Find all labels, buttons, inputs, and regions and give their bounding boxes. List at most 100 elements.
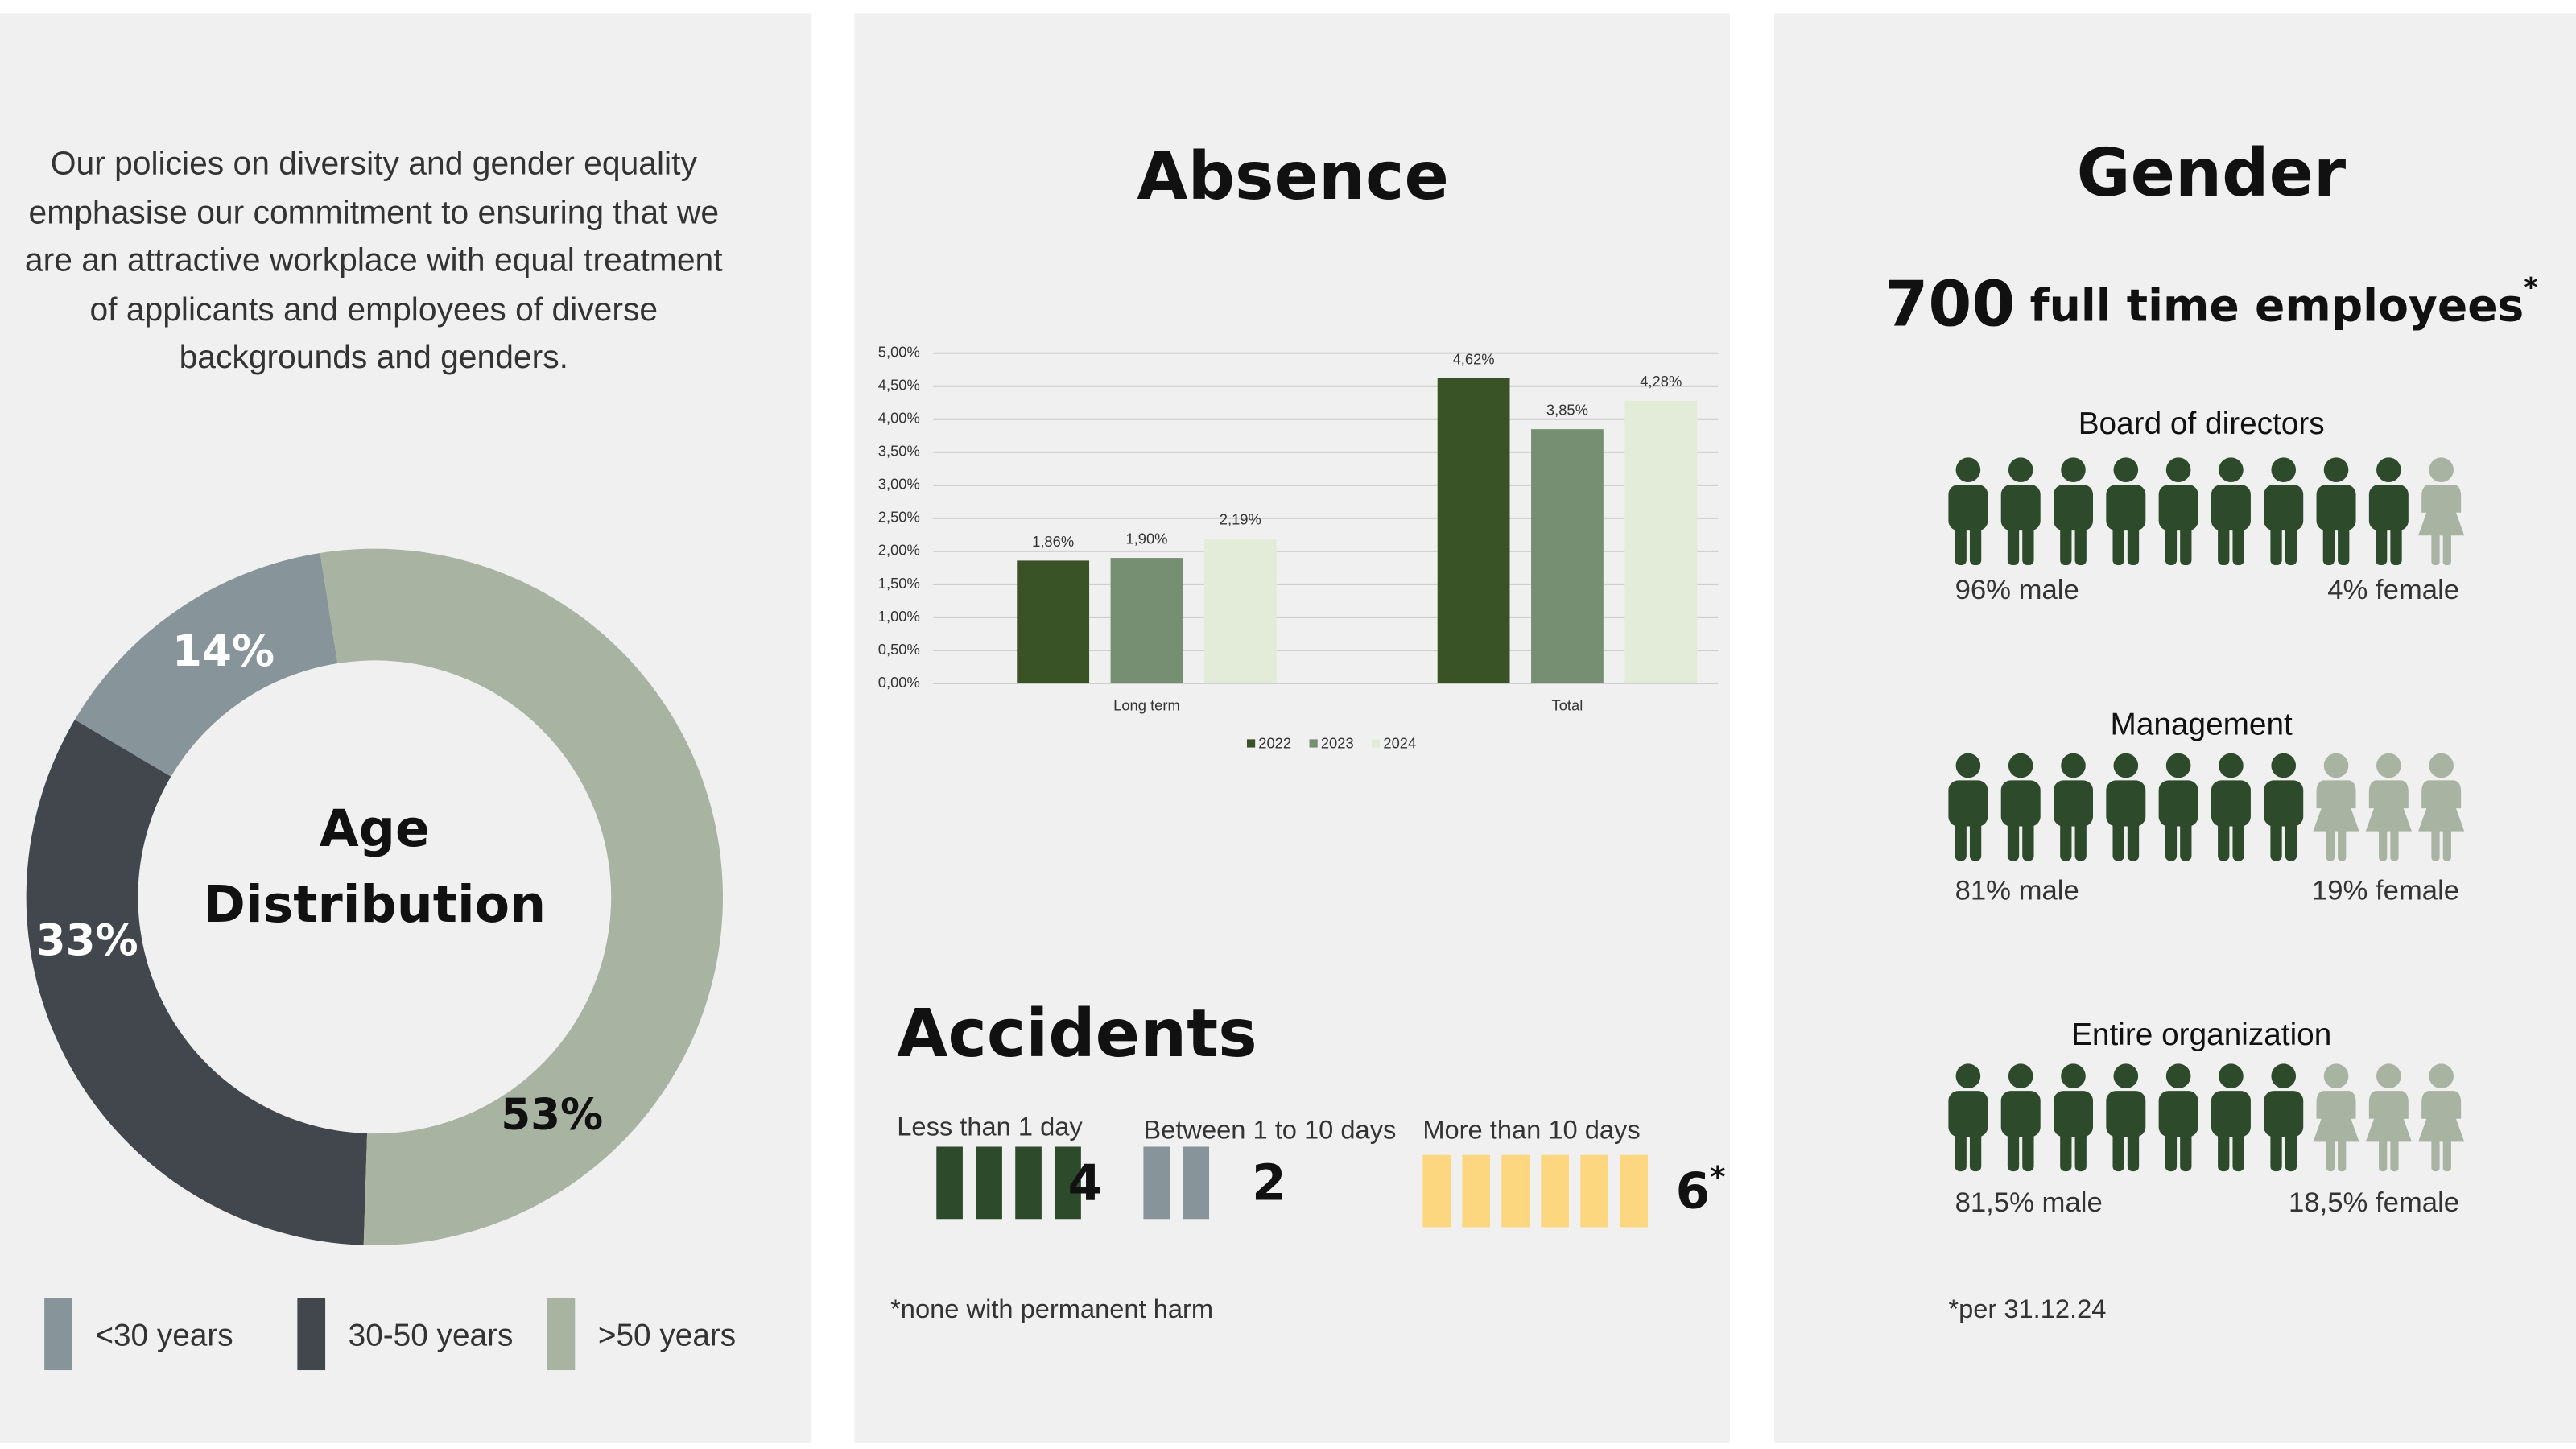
icon-head — [2376, 1063, 2401, 1089]
y-tick-label: 1,00% — [878, 608, 920, 625]
legend-swatch — [44, 1298, 72, 1371]
male-icon — [2368, 457, 2409, 566]
icon-body — [2368, 485, 2409, 531]
icon-head — [2271, 457, 2297, 482]
male-icon — [2211, 457, 2251, 566]
female-icon — [2313, 753, 2359, 861]
icon-leg — [2112, 518, 2124, 566]
icon-head — [1955, 457, 1981, 482]
legend-label: 30-50 years — [349, 1318, 514, 1352]
male-label: 96% male — [1955, 575, 2079, 605]
bar — [1437, 378, 1510, 683]
icon-body — [1948, 485, 1988, 531]
bar-value-label: 3,85% — [1546, 402, 1588, 419]
icon-head — [2429, 457, 2454, 482]
icon-leg — [2165, 815, 2178, 861]
male-icon — [2264, 1063, 2304, 1172]
donut-title: Age Distribution — [203, 799, 547, 935]
accident-bar — [1015, 1146, 1042, 1220]
icon-dress — [2365, 780, 2412, 832]
group-title: Board of directors — [2079, 407, 2325, 441]
accident-note: * — [1710, 1159, 1725, 1194]
icon-leg — [1969, 1125, 1982, 1172]
legend-label: 2023 — [1321, 734, 1354, 751]
legend-swatch — [297, 1298, 326, 1371]
male-icon — [2158, 1063, 2198, 1172]
accident-bar — [976, 1146, 1002, 1220]
male-icon — [2106, 457, 2146, 566]
gender-title: Gender — [2077, 135, 2347, 212]
icon-dress — [2418, 485, 2465, 536]
y-tick-label: 0,50% — [878, 641, 920, 658]
headline-label: full time employees — [2030, 280, 2524, 332]
icon-leg — [2390, 518, 2402, 566]
accident-bar — [1620, 1154, 1648, 1228]
x-tick-label: Total — [1552, 696, 1583, 713]
icon-head — [2219, 1063, 2244, 1089]
icon-head — [2271, 753, 2297, 778]
female-icon — [2313, 1063, 2359, 1172]
segment-label: 14% — [172, 626, 275, 676]
icon-body — [2316, 485, 2356, 531]
icon-leg — [2431, 1138, 2440, 1172]
icon-leg — [2218, 1125, 2230, 1172]
x-tick-label: Long term — [1113, 696, 1180, 713]
icon-leg — [2007, 518, 2020, 566]
male-icon — [2158, 457, 2198, 566]
icon-leg — [2074, 815, 2087, 861]
icon-leg — [2232, 815, 2244, 861]
chart-title: Absence — [1137, 138, 1448, 215]
icon-leg — [2232, 518, 2244, 566]
accident-count: 4 — [1068, 1154, 1103, 1212]
donut-segment — [26, 720, 368, 1245]
icon-leg — [1955, 518, 1967, 566]
male-icon — [2000, 457, 2041, 566]
icon-head — [2061, 1063, 2086, 1089]
accident-bar — [1183, 1146, 1210, 1220]
icon-leg — [1955, 815, 1967, 861]
male-icon — [2211, 1063, 2251, 1172]
icon-leg — [2180, 1125, 2192, 1172]
female-label: 18,5% female — [2289, 1187, 2459, 1218]
y-tick-label: 5,00% — [878, 344, 920, 361]
donut-title-box: Age Distribution — [203, 799, 547, 935]
icon-leg — [2270, 518, 2282, 566]
male-icon — [2054, 457, 2093, 566]
male-icon — [2106, 753, 2146, 861]
icon-dress — [2418, 1091, 2465, 1142]
icon-leg — [2127, 815, 2140, 861]
group-title: Entire organization — [2071, 1018, 2331, 1052]
bar — [1203, 539, 1277, 683]
segment-label: 53% — [501, 1089, 603, 1139]
legend-label: 2024 — [1383, 734, 1416, 751]
icon-leg — [2074, 1125, 2087, 1172]
male-icon — [2264, 457, 2304, 566]
male-icon — [2158, 753, 2198, 861]
icon-leg — [2431, 532, 2440, 566]
icon-leg — [2379, 1138, 2388, 1172]
y-tick-label: 3,50% — [878, 443, 920, 460]
icon-leg — [2218, 518, 2230, 566]
male-icon — [2000, 1063, 2041, 1172]
icon-leg — [2022, 1125, 2034, 1172]
bar-value-label: 2,19% — [1220, 511, 1261, 528]
icon-leg — [2232, 1125, 2244, 1172]
bar-value-label: 4,28% — [1640, 373, 1682, 390]
donut-segment — [74, 552, 338, 777]
icon-leg — [2007, 1125, 2020, 1172]
icon-leg — [2326, 828, 2334, 861]
icon-head — [1955, 753, 1981, 778]
icon-head — [2113, 1063, 2139, 1089]
y-tick-label: 4,00% — [878, 410, 920, 427]
icon-leg — [1969, 518, 1982, 566]
icon-head — [2376, 753, 2401, 778]
male-label: 81,5% male — [1955, 1187, 2103, 1218]
gender-panel — [1774, 13, 2576, 1443]
icon-leg — [1955, 1125, 1967, 1172]
icon-leg — [2379, 828, 2388, 861]
legend-swatch — [1246, 739, 1256, 748]
male-icon — [1948, 1063, 1988, 1172]
y-tick-label: 3,00% — [878, 476, 920, 493]
bar — [1110, 558, 1183, 683]
